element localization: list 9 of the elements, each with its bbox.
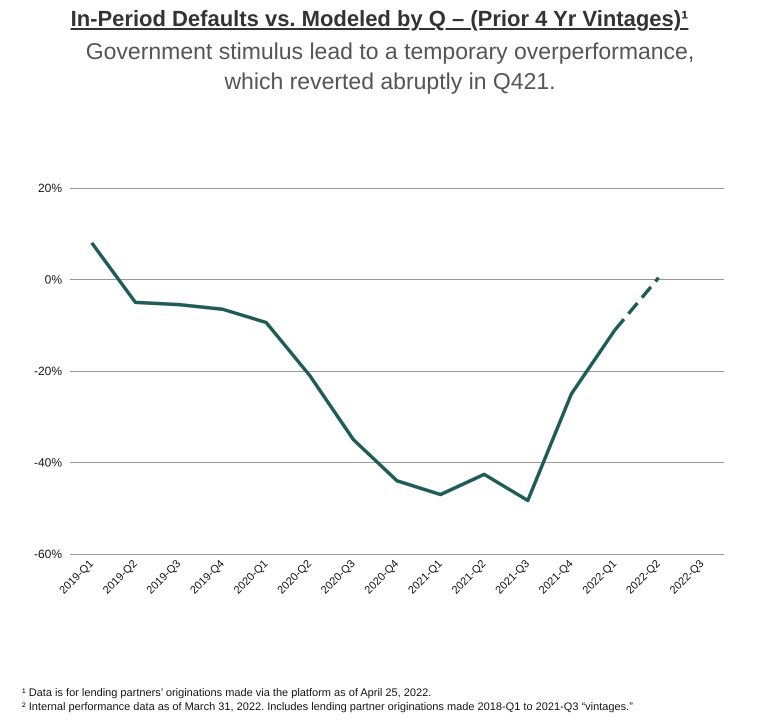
y-tick-label: 20% [38, 181, 62, 195]
y-tick-label: -40% [34, 456, 62, 470]
y-tick-label: 0% [44, 272, 62, 286]
text: ¹ Data is for lending partners’ originations made via the platform as of April 25, 2022. [22, 687, 432, 699]
y-tick-label: -60% [34, 547, 62, 561]
text: ² Internal performance data as of March 31, 2022. Includes lending partner originations made 2018-Q1 to 2021-Q3 “vintages.” [22, 701, 633, 713]
chart-subtitle: Government stimulus lead to a temporary overperformance, which reverted abruptly in Q421. [84, 37, 696, 96]
chart-title: In-Period Defaults vs. Modeled by Q – (Prior 4 Yr Vintages)¹ [70, 6, 690, 32]
y-tick-label: -20% [34, 364, 62, 378]
